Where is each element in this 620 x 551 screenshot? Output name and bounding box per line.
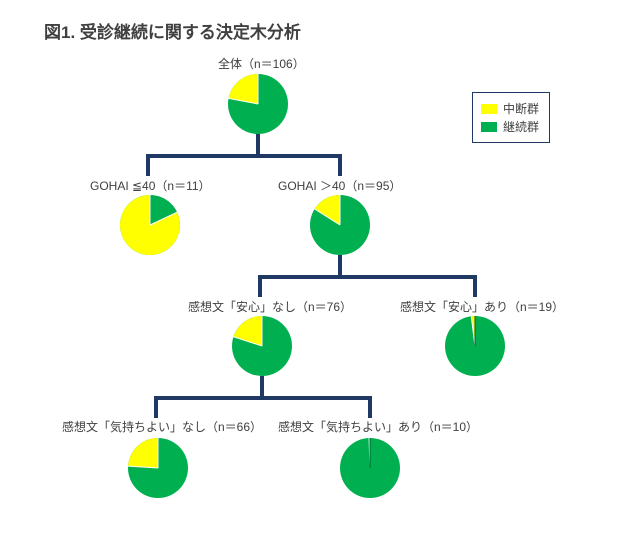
connector-4 [338, 255, 342, 275]
node-label-anshin_y: 感想文「安心」あり（n＝19） [400, 298, 564, 315]
pie-gohai_le [119, 194, 181, 256]
connector-3 [338, 154, 342, 176]
legend-item-1: 継続群 [481, 118, 539, 135]
connector-8 [260, 376, 264, 396]
node-label-gohai_gt: GOHAI ＞40（n＝95） [278, 177, 401, 194]
pie-gohai_gt [309, 194, 371, 256]
pie-anshin_y [444, 315, 506, 377]
node-label-kimo_n: 感想文「気持ちよい」なし（n＝66） [62, 418, 262, 435]
connector-1 [146, 154, 342, 158]
connector-0 [256, 134, 260, 154]
legend-item-0: 中断群 [481, 100, 539, 117]
connector-11 [368, 396, 372, 418]
legend: 中断群継続群 [472, 92, 550, 143]
node-label-gohai_le: GOHAI ≦40（n＝11） [90, 177, 211, 194]
node-label-root: 全体（n＝106） [218, 55, 305, 72]
legend-swatch-0 [481, 104, 497, 114]
pie-kimo_n [127, 437, 189, 499]
connector-6 [258, 275, 262, 297]
pie-anshin_n [231, 315, 293, 377]
connector-2 [146, 154, 150, 176]
legend-label-0: 中断群 [503, 100, 539, 117]
legend-swatch-1 [481, 122, 497, 132]
pie-root [227, 73, 289, 135]
connector-10 [154, 396, 158, 418]
figure-title: 図1. 受診継続に関する決定木分析 [44, 18, 301, 43]
node-label-anshin_n: 感想文「安心」なし（n＝76） [188, 298, 352, 315]
connector-5 [258, 275, 477, 279]
node-label-kimo_y: 感想文「気持ちよい」あり（n＝10） [278, 418, 478, 435]
legend-label-1: 継続群 [503, 118, 539, 135]
pie-kimo_y [339, 437, 401, 499]
connector-7 [473, 275, 477, 297]
connector-9 [154, 396, 372, 400]
